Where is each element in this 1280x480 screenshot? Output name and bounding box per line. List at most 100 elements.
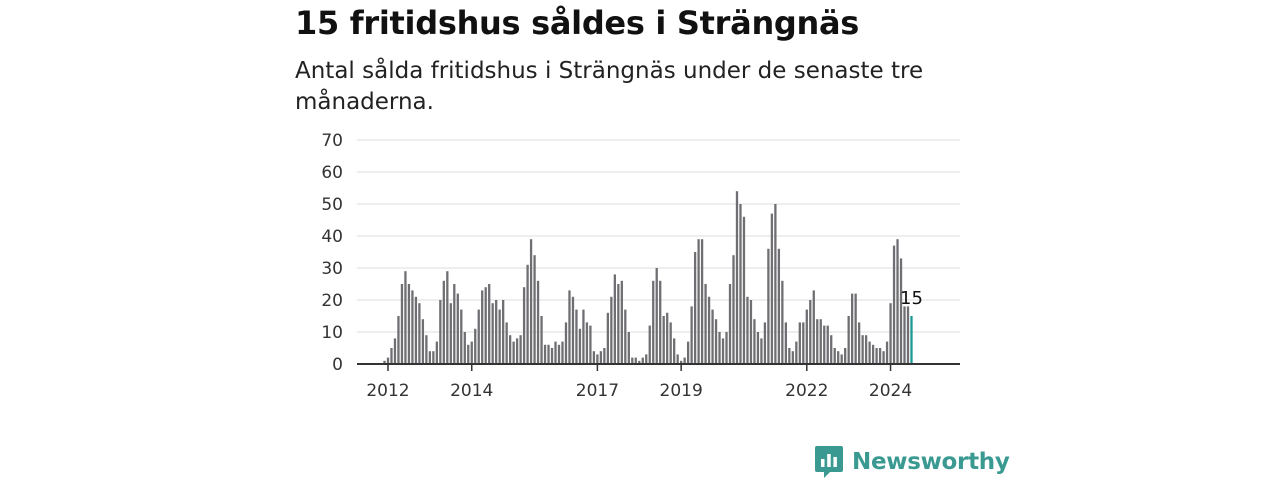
bar	[760, 338, 763, 364]
bar	[770, 213, 774, 364]
y-tick-label: 30	[321, 259, 343, 279]
bar	[582, 309, 585, 364]
bar	[830, 335, 833, 364]
bar	[728, 284, 732, 364]
bar	[791, 351, 794, 364]
bar	[571, 296, 575, 364]
bar	[515, 338, 519, 364]
bar	[686, 341, 690, 364]
bars	[383, 191, 913, 364]
bar	[763, 322, 767, 364]
bar	[739, 204, 742, 364]
bar	[756, 332, 760, 364]
bar	[812, 290, 815, 364]
bar	[502, 300, 505, 364]
bar	[533, 255, 536, 364]
brand-logo: Newsworthy	[814, 444, 1010, 480]
bar	[456, 293, 459, 364]
bar	[659, 280, 662, 364]
y-axis-ticks: 0 10 20 30 40 50 60 70	[321, 131, 343, 375]
bar	[508, 335, 512, 364]
bar	[721, 338, 725, 364]
bar	[589, 325, 592, 364]
bar	[505, 322, 508, 364]
bar	[383, 360, 386, 364]
bar	[707, 296, 711, 364]
bar	[798, 322, 801, 364]
bar	[435, 341, 438, 364]
bar	[592, 351, 596, 364]
bar	[414, 296, 418, 364]
bar	[432, 351, 435, 364]
bar	[498, 309, 501, 364]
bar	[809, 300, 812, 364]
bar	[495, 300, 498, 364]
bar	[638, 360, 641, 364]
bar	[690, 306, 693, 364]
bar	[903, 306, 906, 364]
bar	[481, 290, 484, 364]
bar	[421, 319, 425, 364]
bar	[753, 319, 756, 364]
bar	[854, 293, 857, 364]
y-tick-label: 0	[332, 355, 343, 375]
bar	[673, 338, 676, 364]
bar	[578, 328, 582, 364]
bar	[620, 280, 623, 364]
bar	[892, 245, 896, 364]
bar	[889, 303, 892, 364]
bar	[543, 344, 547, 364]
bar	[857, 322, 861, 364]
bar	[568, 290, 571, 364]
bar	[453, 284, 456, 364]
bar	[411, 290, 414, 364]
bar	[868, 341, 871, 364]
bar	[725, 332, 728, 364]
bar	[529, 239, 533, 364]
bar	[407, 284, 411, 364]
x-tick-label: 2014	[450, 381, 493, 401]
bar	[826, 325, 829, 364]
bar	[669, 322, 672, 364]
bar	[840, 354, 843, 364]
bar	[742, 216, 746, 364]
bar	[784, 322, 787, 364]
bar	[906, 306, 910, 364]
bar	[676, 354, 679, 364]
bar	[774, 204, 777, 364]
x-tick-label: 2024	[869, 381, 912, 401]
bar	[896, 239, 899, 364]
bar	[805, 309, 808, 364]
bar	[655, 268, 658, 364]
bar	[847, 316, 850, 364]
bar	[816, 319, 819, 364]
bar	[442, 280, 445, 364]
bar	[714, 319, 718, 364]
bar	[882, 351, 885, 364]
bar-latest	[910, 316, 913, 364]
bar	[393, 338, 397, 364]
y-tick-label: 50	[321, 195, 343, 215]
bar	[575, 309, 578, 364]
bar	[781, 280, 784, 364]
bar	[788, 348, 791, 364]
bar	[449, 303, 452, 364]
x-tick-label: 2022	[785, 381, 828, 401]
x-tick-label: 2017	[576, 381, 619, 401]
bar	[683, 357, 686, 364]
bar	[512, 341, 515, 364]
bar	[648, 325, 651, 364]
bar	[711, 309, 714, 364]
bar	[596, 354, 599, 364]
bar	[861, 335, 864, 364]
bar	[400, 284, 404, 364]
bar	[864, 335, 868, 364]
bar	[585, 322, 589, 364]
bar	[899, 258, 903, 364]
page-subtitle: Antal sålda fritidshus i Strängnäs under…	[295, 58, 924, 115]
bar	[767, 248, 770, 364]
bar	[484, 287, 487, 364]
bar	[627, 332, 630, 364]
bar	[488, 284, 491, 364]
bar	[519, 335, 522, 364]
